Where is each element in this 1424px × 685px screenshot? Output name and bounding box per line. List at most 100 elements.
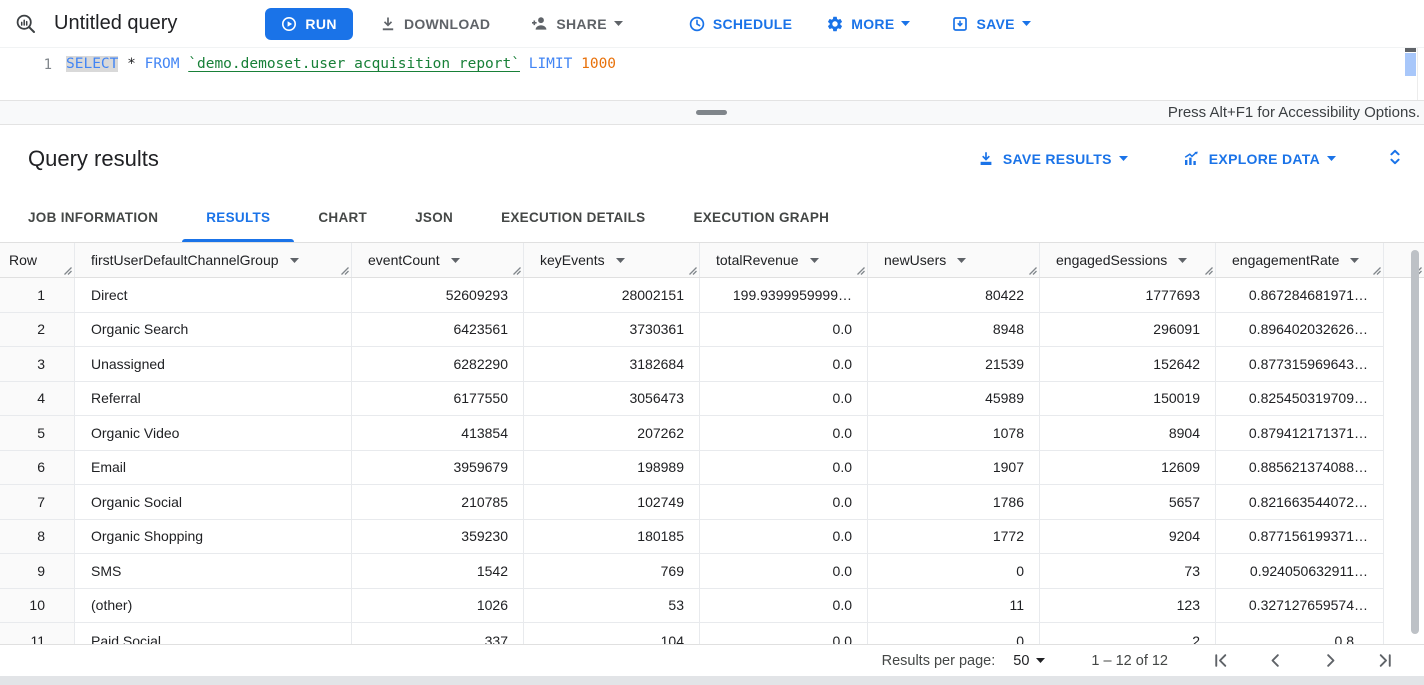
next-page-button[interactable] [1322, 652, 1339, 669]
row-number-cell: 5 [0, 416, 75, 451]
tab-job-information[interactable]: JOB INFORMATION [4, 192, 182, 242]
engagementRate-cell: 0.879412171371… [1216, 416, 1384, 451]
first-page-button[interactable] [1212, 652, 1229, 669]
first-page-icon [1215, 654, 1227, 667]
clock-icon [689, 16, 705, 31]
query-tab-title: Untitled query [54, 12, 178, 34]
column-menu-caret-icon[interactable] [1178, 257, 1188, 263]
column-menu-caret-icon[interactable] [289, 257, 299, 263]
column-label: engagedSessions [1056, 252, 1168, 268]
totalRevenue-cell: 199.9399959999… [700, 278, 868, 313]
sql-table-reference-link[interactable]: `demo.demoset.user_acquisition_report` [188, 56, 520, 72]
channel-cell: Direct [75, 278, 352, 313]
engagedSessions-cell: 296091 [1040, 312, 1216, 347]
row-number-cell: 10 [0, 588, 75, 623]
save-results-caret-icon[interactable] [1118, 156, 1128, 161]
keyEvents-cell: 207262 [524, 416, 700, 451]
column-header-eventCount[interactable]: eventCount [352, 243, 524, 277]
newUsers-cell: 1078 [868, 416, 1040, 451]
explore-data-button[interactable]: EXPLORE DATA [1182, 149, 1344, 168]
engagementRate-cell: 0.821663544072… [1216, 485, 1384, 520]
column-header-keyEvents[interactable]: keyEvents [524, 243, 700, 277]
sql-keyword-limit: LIMIT [528, 56, 573, 72]
newUsers-cell: 0 [868, 554, 1040, 589]
newUsers-cell: 21539 [868, 347, 1040, 382]
save-dropdown-caret-icon[interactable] [1021, 21, 1031, 26]
keyEvents-cell: 769 [524, 554, 700, 589]
schedule-button[interactable]: SCHEDULE [688, 15, 792, 33]
column-label: newUsers [884, 252, 947, 268]
column-menu-caret-icon[interactable] [1350, 257, 1360, 263]
results-table: Row firstUserDefaultChannelGroup eventCo… [0, 243, 1424, 645]
table-vertical-scrollbar[interactable] [1411, 250, 1419, 634]
channel-cell: Organic Shopping [75, 519, 352, 554]
sql-editor[interactable]: 1 SELECT * FROM `demo.demoset.user_acqui… [0, 48, 1424, 100]
channel-cell: Email [75, 450, 352, 485]
column-menu-caret-icon[interactable] [809, 257, 819, 263]
more-dropdown-caret-icon[interactable] [901, 21, 911, 26]
engagedSessions-cell: 152642 [1040, 347, 1216, 382]
column-resize-handle-icon[interactable] [688, 266, 697, 275]
column-resize-handle-icon[interactable] [1028, 266, 1037, 275]
splitter-drag-handle[interactable] [696, 110, 727, 115]
column-header-engagedSessions[interactable]: engagedSessions [1040, 243, 1216, 277]
column-header-firstUserDefaultChannelGroup[interactable]: firstUserDefaultChannelGroup [75, 243, 352, 277]
tab-json[interactable]: JSON [391, 192, 477, 242]
share-dropdown-caret-icon[interactable] [613, 21, 623, 26]
explore-data-caret-icon[interactable] [1327, 156, 1336, 161]
column-header-engagementRate[interactable]: engagementRate [1216, 243, 1384, 277]
share-button[interactable]: SHARE [530, 14, 630, 33]
run-button[interactable]: RUN [265, 7, 353, 40]
column-menu-caret-icon[interactable] [615, 257, 625, 263]
editor-scrollbar-track[interactable] [1417, 48, 1418, 100]
panel-splitter: Press Alt+F1 for Accessibility Options. [0, 100, 1424, 125]
run-label: RUN [305, 15, 337, 32]
row-number-cell: 4 [0, 381, 75, 416]
save-results-button[interactable]: SAVE RESULTS [977, 150, 1136, 168]
engagedSessions-cell: 150019 [1040, 381, 1216, 416]
eventCount-cell: 337 [352, 623, 524, 644]
table-row: 8 Organic Shopping 359230 180185 0.0 177… [0, 519, 1424, 554]
column-header-row[interactable]: Row [0, 243, 75, 277]
page-size-select[interactable]: 50 [1013, 653, 1046, 669]
more-button[interactable]: MORE [826, 15, 917, 33]
column-header-totalRevenue[interactable]: totalRevenue [700, 243, 868, 277]
eventCount-cell: 52609293 [352, 278, 524, 313]
last-page-button[interactable] [1377, 652, 1394, 669]
table-row: 11 Paid Social 337 104 0.0 0 2 0.8… [0, 623, 1424, 644]
save-icon [953, 16, 968, 31]
explore-data-label: EXPLORE DATA [1208, 150, 1320, 167]
sql-code-line[interactable]: SELECT * FROM `demo.demoset.user_acquisi… [66, 56, 616, 72]
eventCount-cell: 3959679 [352, 450, 524, 485]
save-button[interactable]: SAVE [951, 15, 1037, 33]
column-resize-handle-icon[interactable] [1204, 266, 1213, 275]
page-size-caret-icon [1036, 658, 1046, 663]
column-menu-caret-icon[interactable] [450, 257, 460, 263]
pagination-bar: Results per page: 50 1 – 12 of 12 [0, 645, 1424, 676]
eventCount-cell: 6423561 [352, 312, 524, 347]
tab-chart[interactable]: CHART [294, 192, 391, 242]
tab-results[interactable]: RESULTS [182, 192, 295, 242]
column-resize-handle-icon[interactable] [340, 266, 349, 275]
column-resize-handle-icon[interactable] [856, 266, 865, 275]
editor-scrollbar-thumb[interactable] [1405, 53, 1416, 76]
column-menu-caret-icon[interactable] [957, 257, 967, 263]
column-resize-handle-icon[interactable] [63, 266, 72, 275]
column-header-newUsers[interactable]: newUsers [868, 243, 1040, 277]
column-resize-handle-icon[interactable] [512, 266, 521, 275]
keyEvents-cell: 198989 [524, 450, 700, 485]
keyEvents-cell: 102749 [524, 485, 700, 520]
eventCount-cell: 1542 [352, 554, 524, 589]
download-button[interactable]: DOWNLOAD [379, 15, 490, 33]
totalRevenue-cell: 0.0 [700, 519, 868, 554]
previous-page-button[interactable] [1267, 652, 1284, 669]
expand-collapse-button[interactable] [1386, 147, 1404, 170]
sql-keyword-select: SELECT [66, 56, 119, 72]
row-number-cell: 2 [0, 312, 75, 347]
table-header-row: Row firstUserDefaultChannelGroup eventCo… [0, 243, 1424, 278]
row-number-cell: 9 [0, 554, 75, 589]
keyEvents-cell: 104 [524, 623, 700, 644]
column-resize-handle-icon[interactable] [1372, 266, 1381, 275]
tab-execution-graph[interactable]: EXECUTION GRAPH [669, 192, 853, 242]
tab-execution-details[interactable]: EXECUTION DETAILS [477, 192, 669, 242]
